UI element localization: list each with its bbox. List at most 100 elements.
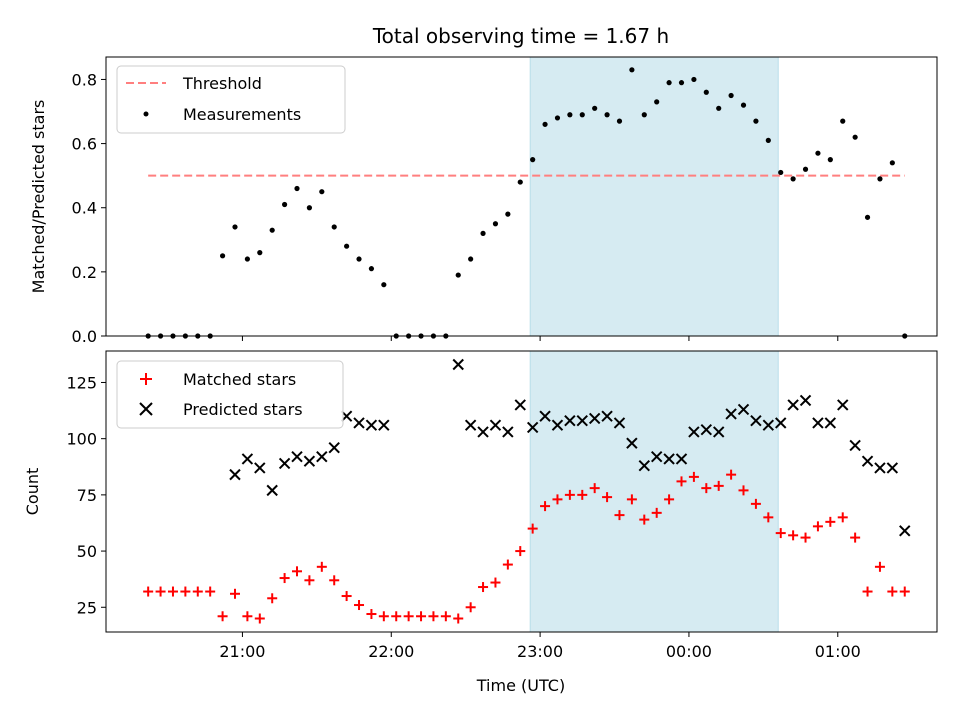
measurement-point bbox=[554, 115, 561, 121]
matched-star-point bbox=[292, 566, 303, 577]
matched-star-point bbox=[874, 561, 885, 572]
measurement-point bbox=[269, 227, 275, 233]
predicted-star-point bbox=[650, 450, 663, 463]
y-tick-label: 0.0 bbox=[72, 327, 97, 346]
measurement-point bbox=[728, 92, 734, 99]
measurement-point bbox=[356, 256, 362, 262]
y-tick-label: 75 bbox=[77, 486, 97, 505]
predicted-star-point bbox=[278, 457, 291, 470]
matched-star-point bbox=[192, 586, 203, 597]
legend-predicted-swatch bbox=[139, 402, 153, 416]
predicted-star-point bbox=[551, 419, 564, 431]
matched-star-point bbox=[750, 498, 761, 509]
x-tick-label: 00:00 bbox=[666, 642, 712, 661]
measurement-point bbox=[381, 282, 387, 288]
top-y-ticks: 0.0 0.2 0.4 0.6 0.8 bbox=[72, 70, 106, 346]
measurement-point bbox=[232, 224, 238, 230]
top-highlight-span bbox=[529, 56, 779, 337]
predicted-star-point bbox=[303, 455, 316, 467]
bottom-panel: 25 50 75 100 125 21:00 22:00 23:00 00:00 01:00 C… bbox=[23, 350, 938, 661]
measurement-point bbox=[319, 189, 325, 195]
measurement-point bbox=[592, 105, 598, 111]
matched-star-point bbox=[502, 559, 513, 570]
predicted-star-point bbox=[861, 455, 874, 467]
measurement-point bbox=[294, 185, 300, 192]
measurement-point bbox=[753, 118, 759, 124]
measurement-point bbox=[654, 99, 660, 105]
measurement-point bbox=[517, 179, 523, 185]
measurement-point bbox=[840, 118, 846, 124]
predicted-star-point bbox=[700, 423, 713, 436]
measurement-point bbox=[790, 176, 796, 182]
matched-star-point bbox=[279, 573, 290, 584]
y-tick-label: 0.2 bbox=[72, 263, 97, 282]
matched-star-point bbox=[167, 586, 178, 597]
predicted-star-point bbox=[464, 419, 477, 431]
measurement-point bbox=[666, 80, 672, 86]
matched-star-point bbox=[304, 575, 315, 586]
predicted-star-point bbox=[452, 358, 464, 371]
predicted-star-points bbox=[229, 358, 911, 537]
matched-star-point bbox=[800, 532, 811, 543]
matched-star-point bbox=[453, 613, 464, 624]
predicted-star-point bbox=[837, 399, 849, 411]
matched-star-point bbox=[242, 611, 253, 622]
measurement-point bbox=[468, 256, 474, 262]
predicted-star-point bbox=[874, 462, 886, 474]
legend-measurements-label: Measurements bbox=[183, 105, 301, 124]
measurement-point bbox=[716, 105, 722, 111]
matched-star-point bbox=[465, 602, 476, 613]
measurement-point bbox=[579, 112, 585, 118]
matched-star-point bbox=[428, 611, 439, 622]
predicted-star-point bbox=[254, 462, 266, 474]
matched-star-point bbox=[490, 577, 501, 588]
bottom-legend: Matched stars Predicted stars bbox=[116, 360, 344, 429]
matched-star-point bbox=[329, 575, 340, 586]
predicted-star-point bbox=[799, 394, 812, 407]
legend-threshold-label: Threshold bbox=[182, 74, 262, 93]
predicted-star-point bbox=[526, 421, 539, 434]
y-tick-label: 100 bbox=[66, 430, 97, 449]
matched-star-point bbox=[366, 609, 377, 620]
matched-star-point bbox=[180, 586, 191, 597]
predicted-star-point bbox=[886, 462, 899, 474]
measurement-point bbox=[877, 176, 883, 182]
measurement-point bbox=[368, 266, 375, 272]
matched-star-point bbox=[589, 483, 600, 494]
top-legend: Threshold Measurements bbox=[116, 65, 346, 134]
measurement-point bbox=[616, 118, 623, 124]
bottom-y-ticks: 25 50 75 100 125 bbox=[66, 373, 106, 617]
matched-star-point bbox=[862, 586, 873, 597]
bottom-legend-box bbox=[116, 360, 344, 429]
predicted-star-point bbox=[601, 410, 613, 422]
figure-title: Total observing time = 1.67 h bbox=[372, 24, 669, 48]
predicted-star-point bbox=[725, 408, 737, 420]
matched-star-point bbox=[726, 469, 737, 480]
matched-star-point bbox=[899, 586, 910, 597]
predicted-star-point bbox=[688, 426, 700, 438]
matched-star-point bbox=[515, 546, 526, 557]
measurement-point bbox=[542, 121, 548, 127]
matched-star-point bbox=[738, 485, 749, 496]
predicted-star-point bbox=[626, 437, 638, 449]
legend-matched-label: Matched stars bbox=[183, 370, 296, 389]
measurement-point bbox=[530, 157, 536, 163]
measurement-point bbox=[678, 80, 685, 86]
predicted-star-point bbox=[291, 450, 303, 463]
bottom-x-ticks: 21:00 22:00 23:00 00:00 01:00 bbox=[219, 632, 861, 661]
top-y-axis-label: Matched/Predicted stars bbox=[29, 100, 48, 294]
matched-star-points bbox=[143, 469, 910, 624]
matched-star-point bbox=[267, 593, 278, 604]
predicted-star-point bbox=[378, 419, 390, 431]
matched-star-point bbox=[850, 532, 861, 543]
matched-star-point bbox=[527, 523, 538, 534]
matched-star-point bbox=[416, 611, 427, 622]
matched-star-point bbox=[825, 516, 836, 527]
matched-star-point bbox=[602, 492, 613, 503]
predicted-star-point bbox=[241, 453, 254, 465]
matched-star-point bbox=[812, 521, 823, 532]
measurement-point bbox=[802, 166, 809, 172]
measurement-point bbox=[492, 221, 499, 227]
matched-star-point bbox=[664, 494, 675, 505]
